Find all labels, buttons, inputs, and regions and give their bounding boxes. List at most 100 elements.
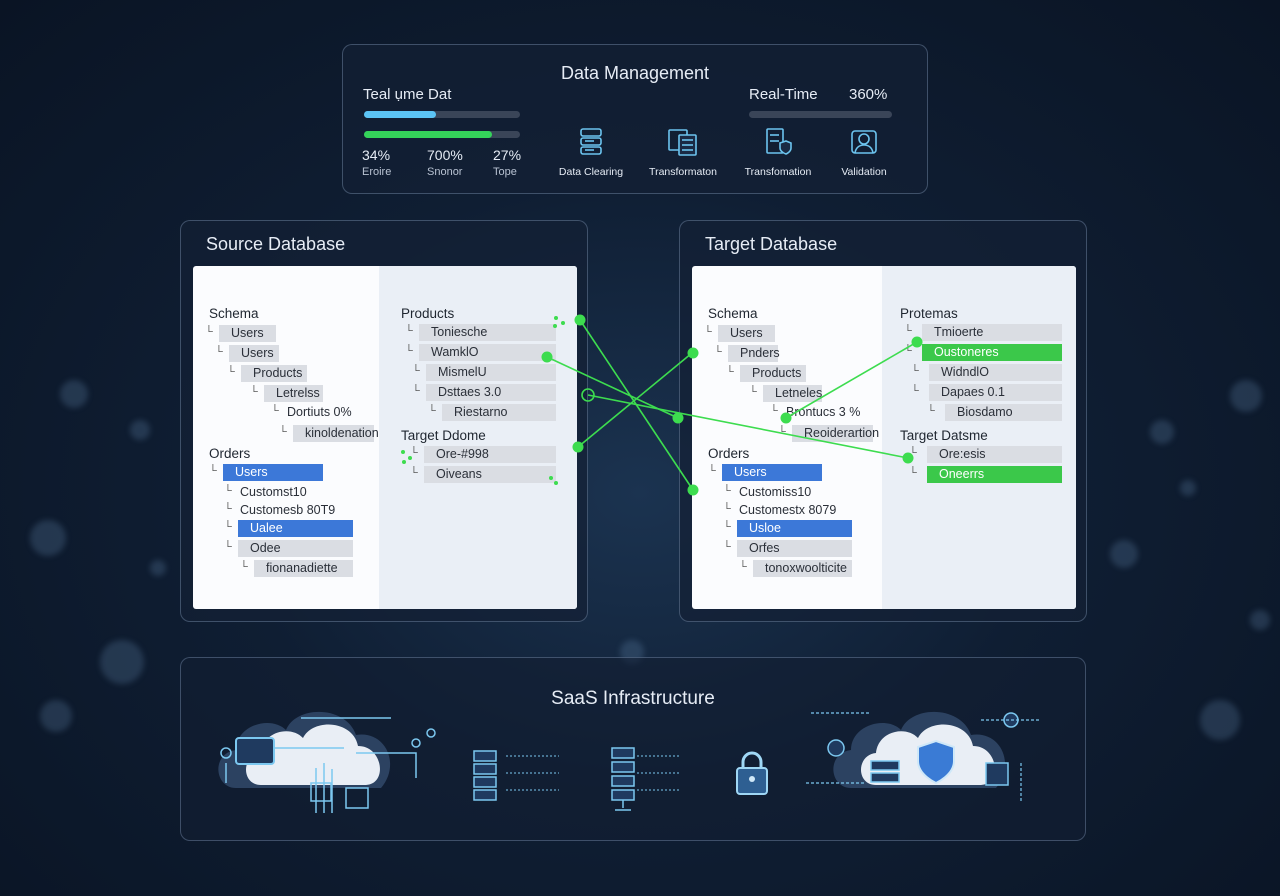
database-stack-icon — [580, 128, 602, 155]
schema-table-item[interactable]: MismelU — [426, 364, 556, 381]
schema-table-item[interactable]: Usloe — [737, 520, 852, 537]
schema-table-item[interactable]: Users — [219, 325, 276, 342]
tree-branch-icon: └ — [723, 485, 731, 497]
mapping-node[interactable] — [911, 336, 923, 348]
tree-branch-icon: └ — [209, 465, 217, 477]
schema-table-item[interactable]: Tmioerte — [922, 324, 1062, 341]
tree-branch-icon: └ — [205, 326, 213, 338]
tree-branch-icon: └ — [250, 386, 258, 398]
tree-branch-icon: └ — [708, 465, 716, 477]
schema-table-item[interactable]: Users — [722, 464, 822, 481]
mapping-node[interactable] — [572, 441, 584, 453]
tree-branch-icon: └ — [723, 541, 731, 553]
mapping-node[interactable] — [541, 351, 553, 363]
tree-branch-icon: └ — [749, 386, 757, 398]
realtime-data-label: Teal ụme Dat — [363, 86, 452, 103]
connector-dot — [554, 481, 558, 485]
schema-table-item[interactable]: Products — [241, 365, 307, 382]
server-shield-icon — [766, 128, 792, 155]
schema-table-item[interactable]: WidndlO — [929, 364, 1062, 381]
connector-dot — [549, 476, 553, 480]
step-transfomation[interactable]: Transfomation — [735, 127, 821, 178]
tree-branch-icon: └ — [904, 345, 912, 357]
schema-table-item[interactable]: Letneles — [763, 385, 822, 402]
schema-table-item[interactable]: Ualee — [238, 520, 353, 537]
step-transformation[interactable]: Transformaton — [639, 127, 727, 178]
progress-bar-2 — [364, 131, 520, 138]
stat-value: 34% — [362, 147, 391, 163]
schema-table-item[interactable]: Biosdamo — [945, 404, 1062, 421]
schema-table-item[interactable]: Letrelss — [264, 385, 323, 402]
tree-branch-icon: └ — [240, 561, 248, 573]
schema-table-item[interactable]: Dapaes 0.1 — [929, 384, 1062, 401]
stat-value: 27% — [493, 147, 522, 163]
bokeh-light — [1110, 540, 1138, 568]
bokeh-light — [1180, 480, 1196, 496]
schema-field[interactable]: Customesb 80T9 — [240, 503, 336, 517]
realtime-bar — [749, 111, 892, 118]
schema-table-item[interactable]: Riestarno — [442, 404, 556, 421]
stat-label: Eroire — [362, 166, 392, 178]
bokeh-light — [30, 520, 66, 556]
schema-table-item[interactable]: Oiveans — [424, 466, 556, 483]
schema-group-label: Target Ddome — [401, 428, 486, 443]
mapping-node[interactable] — [902, 452, 914, 464]
tree-branch-icon: └ — [224, 503, 232, 515]
schema-field[interactable]: Dortiuts 0% — [287, 405, 352, 419]
mapping-node[interactable] — [780, 412, 792, 424]
step-data-clearing[interactable]: Data Clearing — [553, 127, 629, 178]
schema-table-item[interactable]: Ore-#998 — [424, 446, 556, 463]
schema-table-item[interactable]: WamklO — [419, 344, 556, 361]
schema-table-item[interactable]: Products — [740, 365, 806, 382]
schema-table-item[interactable]: Ore:esis — [927, 446, 1062, 463]
connector-dot — [561, 321, 565, 325]
source-schema-card: Schema └ Users └ Users └ Products └ Letrelss └ Dor… — [193, 266, 577, 609]
schema-table-item[interactable]: kinoldenation — [293, 425, 379, 442]
schema-table-item[interactable]: Users — [223, 464, 323, 481]
connector-dot — [402, 460, 406, 464]
tree-branch-icon: └ — [227, 366, 235, 378]
schema-field[interactable]: Customestx 8079 — [739, 503, 837, 517]
tree-branch-icon: └ — [778, 426, 786, 438]
bokeh-light — [40, 700, 72, 732]
schema-table-item[interactable]: Pnders — [728, 345, 780, 362]
schema-table-item[interactable]: tonoxwoolticite — [753, 560, 852, 577]
schema-table-item[interactable]: Oustoneres — [922, 344, 1062, 361]
schema-field[interactable]: Customst10 — [240, 485, 307, 499]
tree-branch-icon: └ — [723, 521, 731, 533]
tree-branch-icon: └ — [224, 485, 232, 497]
mapping-node[interactable] — [687, 484, 699, 496]
bokeh-light — [1250, 610, 1270, 630]
server-rack-icon — [473, 750, 559, 801]
schema-table-item[interactable]: Oneerrs — [927, 466, 1062, 483]
schema-field[interactable]: Customiss10 — [739, 485, 812, 499]
schema-table-item[interactable]: Orfes — [737, 540, 852, 557]
step-label: Transfomation — [744, 166, 812, 178]
schema-table-item[interactable]: Odee — [238, 540, 353, 557]
schema-group-label: Orders — [209, 446, 251, 461]
schema-table-item[interactable]: fionanadiette — [254, 560, 353, 577]
step-label: Transformaton — [649, 166, 717, 178]
schema-field[interactable]: Brontucs 3 % — [786, 405, 861, 419]
stat-value: 700% — [427, 147, 463, 163]
tree-branch-icon: └ — [412, 365, 420, 377]
tree-branch-icon: └ — [410, 447, 418, 459]
schema-table-item[interactable]: Users — [229, 345, 279, 362]
schema-table-item[interactable]: Reoiderartion — [792, 425, 879, 442]
schema-table-item[interactable]: Toniesche — [419, 324, 556, 341]
connector-dot — [408, 456, 412, 460]
schema-group-label: Products — [401, 306, 455, 321]
tree-branch-icon: └ — [224, 541, 232, 553]
tree-branch-icon: └ — [909, 447, 917, 459]
mapping-node[interactable] — [687, 347, 699, 359]
tree-branch-icon: └ — [927, 405, 935, 417]
realtime-label: Real-Time — [749, 86, 818, 103]
tree-branch-icon: └ — [904, 325, 912, 337]
cloud-security-shield-icon — [806, 711, 1041, 803]
mapping-node[interactable] — [672, 412, 684, 424]
schema-table-item[interactable]: Dsttaes 3.0 — [426, 384, 556, 401]
step-validation[interactable]: Validation — [829, 127, 899, 178]
mapping-node[interactable] — [574, 314, 586, 326]
schema-table-item[interactable]: Users — [718, 325, 775, 342]
